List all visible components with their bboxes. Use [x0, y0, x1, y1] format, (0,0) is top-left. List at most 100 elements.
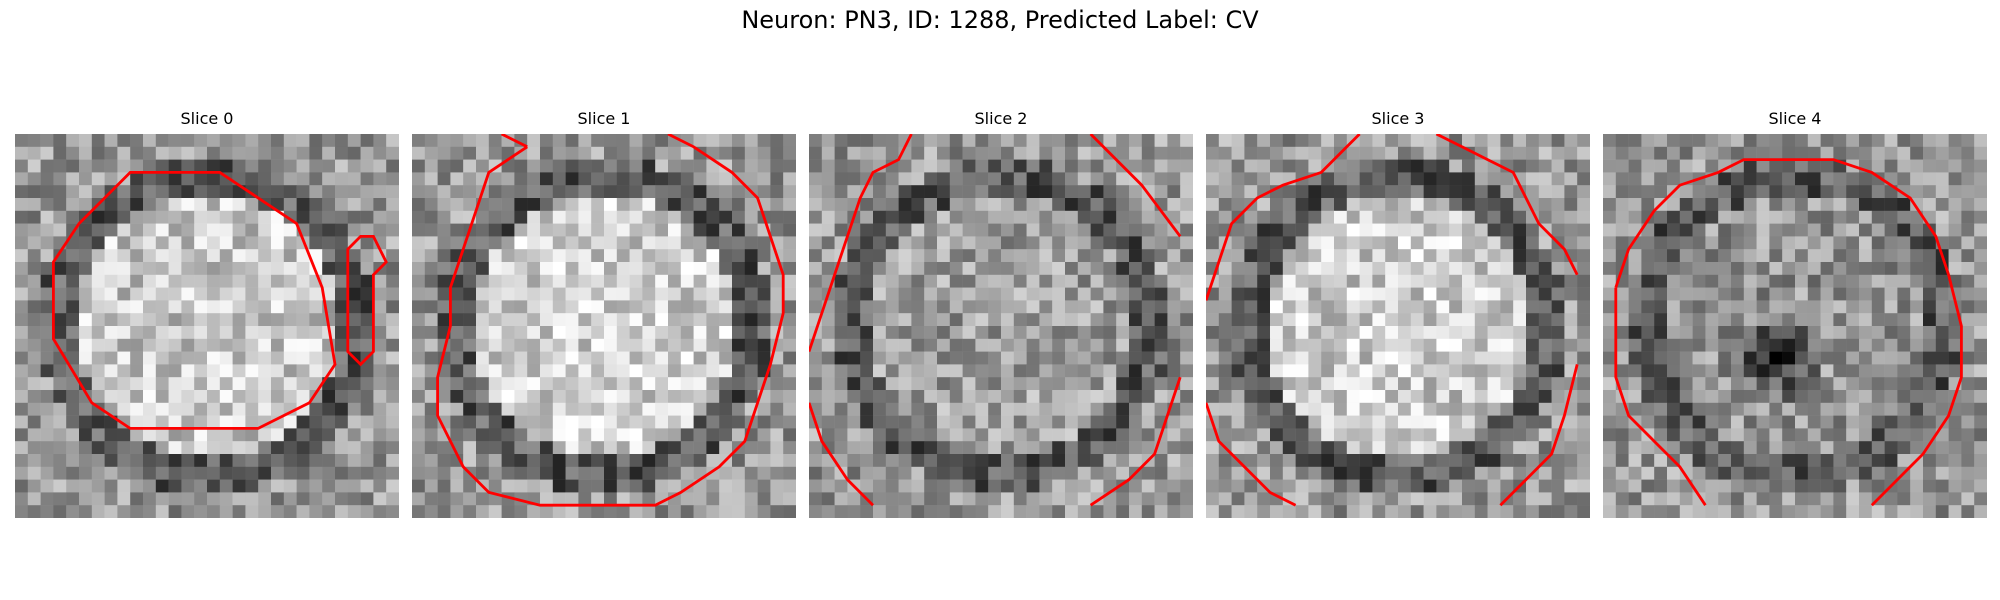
pixel — [181, 492, 195, 506]
pixel — [898, 236, 912, 250]
pixel — [604, 505, 618, 518]
pixel — [181, 428, 195, 442]
pixel — [1154, 159, 1168, 173]
pixel — [40, 338, 54, 352]
pixel — [53, 479, 67, 493]
pixel — [1782, 300, 1796, 314]
pixel — [53, 210, 67, 224]
pixel — [104, 172, 118, 186]
pixel — [335, 377, 349, 391]
pixel — [616, 198, 630, 212]
pixel — [40, 415, 54, 429]
pixel — [1410, 274, 1424, 288]
pixel — [1154, 236, 1168, 250]
pixel — [53, 428, 67, 442]
pixel — [386, 428, 399, 442]
pixel — [386, 377, 399, 391]
pixel — [1743, 428, 1757, 442]
pixel — [27, 185, 41, 199]
pixel — [1615, 415, 1629, 429]
pixel — [1090, 454, 1104, 468]
pixel — [309, 351, 323, 365]
pixel — [1577, 338, 1590, 352]
pixel — [1769, 492, 1783, 506]
pixel — [1910, 223, 1924, 237]
pixel — [616, 313, 630, 327]
pixel — [130, 134, 144, 148]
pixel — [1436, 492, 1450, 506]
pixel — [207, 313, 221, 327]
pixel — [757, 338, 771, 352]
pixel — [1500, 326, 1514, 340]
pixel — [309, 466, 323, 480]
pixel — [1154, 390, 1168, 404]
pixel — [1308, 146, 1322, 160]
pixel — [181, 390, 195, 404]
pixel — [66, 146, 80, 160]
pixel — [1654, 390, 1668, 404]
pixel — [335, 454, 349, 468]
pixel — [616, 492, 630, 506]
pixel — [15, 402, 29, 416]
pixel — [373, 274, 387, 288]
pixel — [1718, 466, 1732, 480]
pixel — [629, 428, 643, 442]
pixel — [424, 454, 438, 468]
pixel — [1410, 402, 1424, 416]
pixel — [591, 185, 605, 199]
pixel — [1231, 134, 1245, 148]
pixel — [898, 479, 912, 493]
pixel — [1795, 390, 1809, 404]
pixel — [1334, 287, 1348, 301]
pixel — [1308, 198, 1322, 212]
pixel — [1807, 210, 1821, 224]
pixel — [937, 364, 951, 378]
pixel — [1052, 172, 1066, 186]
pixel — [386, 146, 399, 160]
pixel — [1641, 377, 1655, 391]
pixel — [1603, 249, 1617, 263]
pixel — [1244, 146, 1258, 160]
pixel — [1244, 454, 1258, 468]
pixel — [1846, 402, 1860, 416]
pixel — [1410, 492, 1424, 506]
pixel — [347, 326, 361, 340]
pixel — [1334, 198, 1348, 212]
pixel — [1526, 428, 1540, 442]
pixel — [719, 479, 733, 493]
pixel — [1334, 364, 1348, 378]
pixel — [1705, 364, 1719, 378]
pixel — [1001, 479, 1015, 493]
pixel — [821, 402, 835, 416]
pixel — [1897, 172, 1911, 186]
pixel — [1974, 159, 1987, 173]
pixel — [424, 172, 438, 186]
pixel — [1385, 351, 1399, 365]
pixel — [1641, 505, 1655, 518]
pixel — [975, 262, 989, 276]
pixel — [1974, 274, 1987, 288]
pixel — [1628, 249, 1642, 263]
pixel — [283, 466, 297, 480]
pixel — [360, 364, 374, 378]
pixel — [1052, 377, 1066, 391]
pixel — [1359, 300, 1373, 314]
pixel — [1974, 287, 1987, 301]
pixel — [540, 249, 554, 263]
pixel — [988, 415, 1002, 429]
pixel — [1244, 390, 1258, 404]
pixel — [1718, 236, 1732, 250]
pixel — [1948, 441, 1962, 455]
pixel — [655, 441, 669, 455]
pixel — [655, 466, 669, 480]
pixel — [1474, 505, 1488, 518]
pixel — [1692, 274, 1706, 288]
pixel — [1884, 300, 1898, 314]
pixel — [1180, 338, 1193, 352]
pixel — [527, 185, 541, 199]
pixel — [40, 274, 54, 288]
pixel — [1026, 377, 1040, 391]
pixel — [1859, 351, 1873, 365]
pixel — [1961, 428, 1975, 442]
pixel — [1270, 441, 1284, 455]
